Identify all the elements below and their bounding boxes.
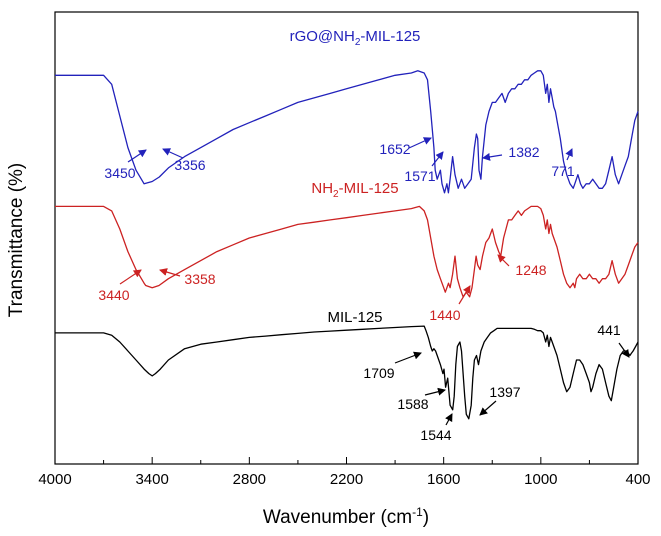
annotation-label-1382: 1382 <box>508 144 539 160</box>
annotation-arrow <box>424 387 446 396</box>
annotation-arrow <box>119 269 142 285</box>
annotation-label-3356: 3356 <box>174 157 205 173</box>
annotation-arrow <box>479 400 497 416</box>
series-labels: rGO@NH2-MIL-125 NH2-MIL-125 MIL-125 <box>290 28 421 326</box>
x-tick-label: 1600 <box>427 471 460 488</box>
annotation-label-441: 441 <box>597 322 621 338</box>
annotation-arrow <box>482 152 503 161</box>
annotation-label-771: 771 <box>551 163 575 179</box>
annotation-label-1709: 1709 <box>363 365 394 381</box>
annotation-arrow <box>565 148 573 161</box>
series-label-0: rGO@NH2-MIL-125 <box>290 28 421 48</box>
annotation-label-3440: 3440 <box>98 287 129 303</box>
annotation-label-3358: 3358 <box>184 271 215 287</box>
series-line-1 <box>55 205 639 298</box>
plot-frame <box>54 11 639 465</box>
annotation-arrow <box>127 149 147 163</box>
series-line-0 <box>55 70 639 194</box>
annotation-label-1397: 1397 <box>489 384 520 400</box>
series-label-1: NH2-MIL-125 <box>311 180 398 200</box>
annotation-label-3450: 3450 <box>104 165 135 181</box>
annotation-arrow <box>458 285 471 305</box>
annotation-arrow <box>445 413 453 426</box>
x-tick-label: 2800 <box>233 471 266 488</box>
annotation-label-1544: 1544 <box>420 427 451 443</box>
annotation-label-1571: 1571 <box>404 168 435 184</box>
annotation-label-1652: 1652 <box>379 141 410 157</box>
x-tick-label: 400 <box>625 471 650 488</box>
x-tick-label: 4000 <box>38 471 71 488</box>
x-tick-label: 3400 <box>135 471 168 488</box>
x-tick-label: 1000 <box>524 471 557 488</box>
annotation-arrow <box>497 254 510 267</box>
annotation-label-1440: 1440 <box>429 307 460 323</box>
x-tick-label: 2200 <box>330 471 363 488</box>
series-label-2: MIL-125 <box>327 309 382 326</box>
y-axis-title: Transmittance (%) <box>6 163 27 318</box>
series-lines <box>55 70 639 420</box>
annotation-arrow <box>431 151 444 167</box>
annotation-label-1588: 1588 <box>397 396 428 412</box>
x-axis-tick-labels: 4000 3400 2800 2200 1600 1000 400 <box>38 471 650 488</box>
annotation-arrow <box>394 351 422 364</box>
annotation-label-1248: 1248 <box>515 262 546 278</box>
annotation-arrow <box>408 137 432 149</box>
annotations: 3450 3356 1652 1571 1382 771 3440 3358 1440 1248 1… <box>98 137 630 443</box>
x-axis-ticks <box>54 457 639 464</box>
annotation-arrow <box>159 268 181 277</box>
annotation-arrow <box>618 342 630 358</box>
annotation-arrow <box>162 148 184 159</box>
series-line-2 <box>55 325 639 420</box>
x-axis-title: Wavenumber (cm-1) <box>263 505 429 528</box>
